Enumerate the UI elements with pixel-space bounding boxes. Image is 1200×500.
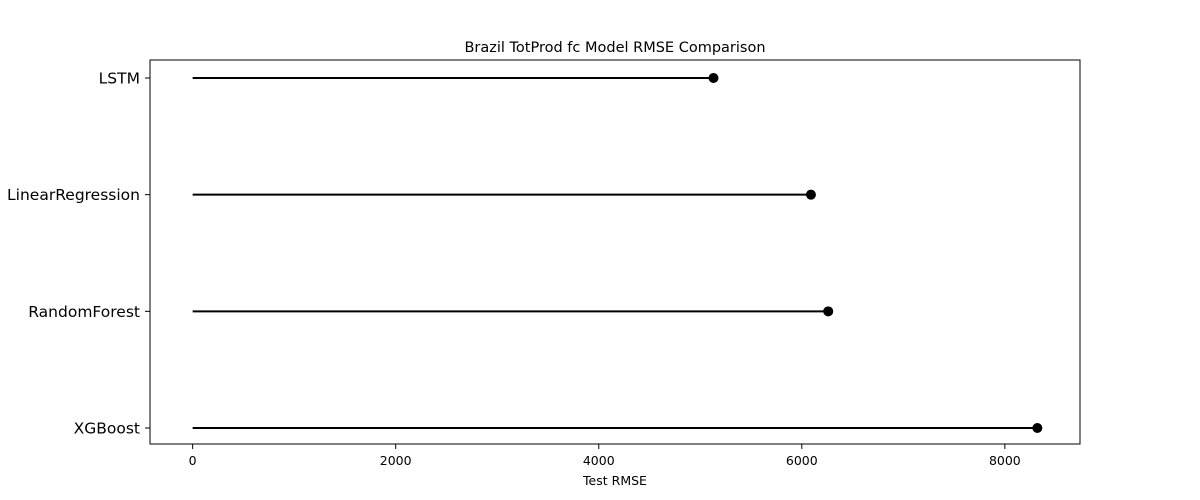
x-tick-label-0: 0 bbox=[189, 453, 197, 468]
y-axis: LSTM LinearRegression RandomForest XGBoost bbox=[7, 70, 150, 438]
x-tick-label-8000: 8000 bbox=[989, 453, 1021, 468]
y-tick-label-linearregression: LinearRegression bbox=[7, 186, 140, 204]
marker-lstm bbox=[708, 73, 719, 83]
y-tick-label-xgboost: XGBoost bbox=[74, 420, 140, 438]
x-tick-label-4000: 4000 bbox=[583, 453, 615, 468]
marker-linearregression bbox=[805, 189, 816, 200]
x-axis-label: Test RMSE bbox=[582, 473, 647, 488]
marker-randomforest bbox=[823, 306, 834, 317]
x-tick-label-2000: 2000 bbox=[380, 453, 412, 468]
marker-xgboost bbox=[1032, 423, 1043, 433]
y-tick-label-lstm: LSTM bbox=[99, 70, 140, 88]
y-tick-label-randomforest: RandomForest bbox=[28, 303, 140, 321]
chart-title: Brazil TotProd fc Model RMSE Comparison bbox=[464, 40, 765, 56]
plot-frame bbox=[149, 59, 1081, 445]
x-axis: 0 2000 4000 6000 8000 bbox=[189, 444, 1021, 468]
markers-group bbox=[708, 73, 1043, 433]
x-tick-label-6000: 6000 bbox=[786, 453, 818, 468]
stems-group bbox=[192, 77, 1038, 429]
